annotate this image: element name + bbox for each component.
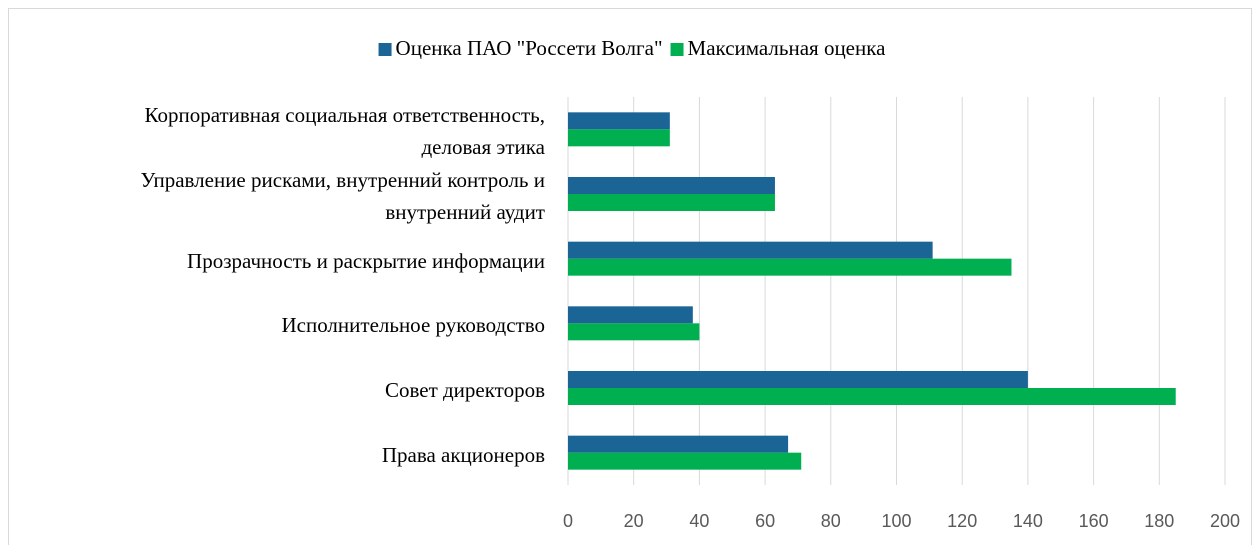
x-tick-label: 100 <box>881 511 911 531</box>
legend-label: Максимальная оценка <box>688 36 887 60</box>
x-tick-label: 180 <box>1144 511 1174 531</box>
category-label: Совет директоров <box>384 378 545 402</box>
bar <box>568 435 789 453</box>
bar <box>568 258 1012 276</box>
bar <box>568 323 700 341</box>
bar <box>568 177 775 194</box>
legend-label: Оценка ПАО "Россети Волга" <box>396 36 663 60</box>
chart-border <box>8 8 1252 545</box>
x-tick-label: 40 <box>689 511 709 531</box>
bar <box>568 371 1028 388</box>
legend-swatch <box>670 43 684 56</box>
x-tick-label: 160 <box>1079 511 1109 531</box>
category-label: Прозрачность и раскрытие информации <box>187 248 545 273</box>
x-tick-label: 20 <box>624 511 644 531</box>
x-tick-label: 200 <box>1210 511 1240 531</box>
category-label: Исполнительное руководство <box>281 313 545 338</box>
x-tick-label: 0 <box>563 511 573 531</box>
x-tick-label: 80 <box>821 511 841 531</box>
bar <box>568 112 670 130</box>
category-label: Корпоративная социальная ответственность… <box>144 103 546 160</box>
bar <box>568 306 693 324</box>
bar <box>568 129 670 147</box>
x-tick-label: 140 <box>1013 511 1043 531</box>
legend-swatch <box>378 43 392 56</box>
x-tick-label: 120 <box>947 511 977 531</box>
bar <box>568 194 775 211</box>
bar <box>568 241 933 259</box>
bar <box>568 388 1176 405</box>
x-tick-label: 60 <box>755 511 775 531</box>
bar <box>568 452 802 470</box>
category-label: Права акционеров <box>381 442 545 467</box>
category-label: Управление рисками, внутренний контроль … <box>140 168 545 224</box>
